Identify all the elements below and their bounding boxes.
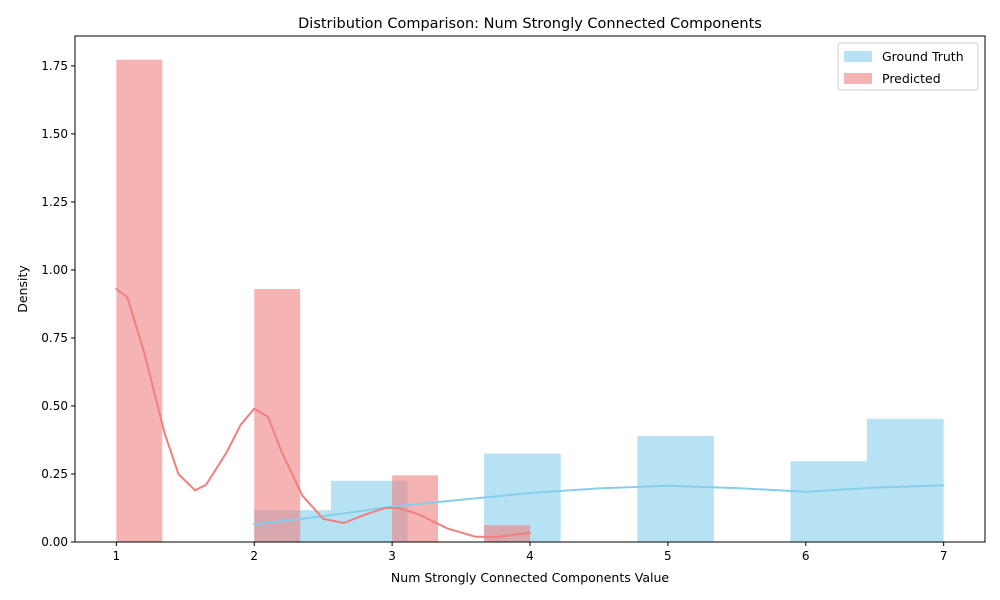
x-tick-label-4: 5 (664, 549, 672, 563)
x-tick-label-2: 3 (388, 549, 396, 563)
chart-title: Distribution Comparison: Num Strongly Co… (298, 16, 762, 32)
tick-group: 1 2 3 4 5 6 7 0.00 0.25 0.50 0.75 1.00 1.25 1.50 1.75 (41, 59, 947, 563)
y-tick-label-6: 1.50 (41, 127, 68, 141)
predicted-bar-1 (254, 289, 301, 542)
predicted-kde-line (115, 288, 531, 539)
x-tick-label-3: 4 (526, 549, 534, 563)
y-tick-label-3: 0.75 (41, 331, 68, 345)
ground-truth-bar-3 (637, 435, 714, 542)
y-tick-label-7: 1.75 (41, 59, 68, 73)
ground-truth-bar-5 (866, 418, 944, 542)
x-tick-label-5: 6 (802, 549, 810, 563)
x-axis-label: Num Strongly Connected Components Value (391, 570, 669, 585)
legend: Ground Truth Predicted (837, 42, 979, 91)
x-tick-label-0: 1 (113, 549, 121, 563)
ground-truth-kde-line (253, 484, 945, 526)
legend-swatch-0 (844, 51, 872, 62)
y-tick-label-0: 0.00 (41, 535, 68, 549)
predicted-bar-0 (116, 59, 163, 542)
y-tick-label-5: 1.25 (41, 195, 68, 209)
y-tick-label-4: 1.00 (41, 263, 68, 277)
x-tick-label-6: 7 (940, 549, 948, 563)
legend-label-0: Ground Truth (882, 49, 964, 64)
plot-area (115, 59, 945, 542)
legend-box (837, 42, 979, 91)
y-tick-label-2: 0.50 (41, 399, 68, 413)
ground-truth-bar-4 (790, 461, 867, 542)
legend-swatch-1 (844, 73, 872, 84)
legend-label-1: Predicted (882, 71, 941, 86)
x-tick-label-1: 2 (250, 549, 258, 563)
y-axis-label: Density (15, 265, 30, 313)
y-tick-label-1: 0.25 (41, 467, 68, 481)
